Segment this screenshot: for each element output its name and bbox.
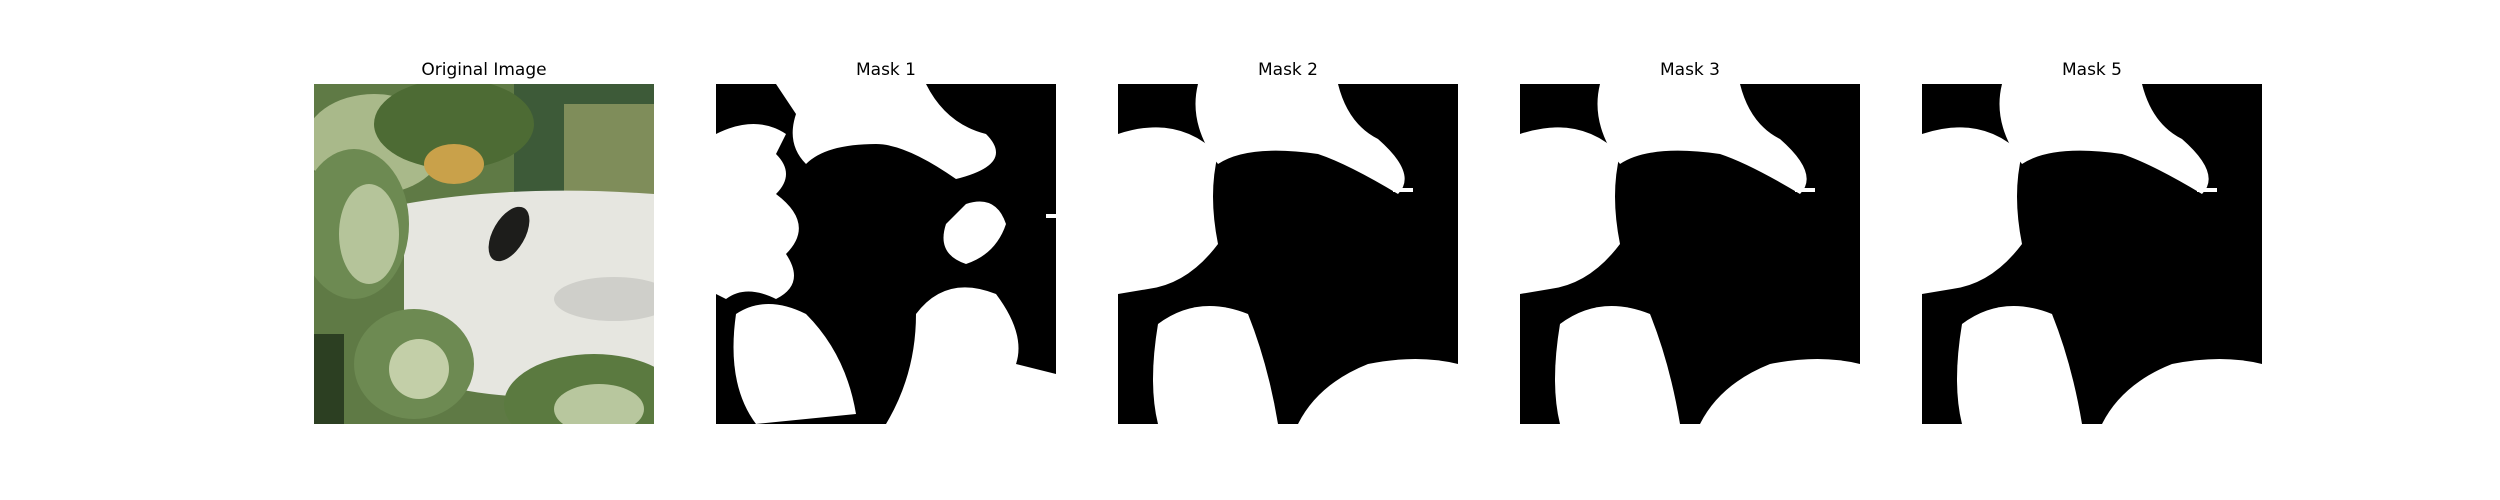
panel-mask-2: Mask 2 [1118,56,1458,424]
panel-original-image: Original Image [314,56,654,424]
panel-title: Mask 2 [1257,60,1318,80]
mask-image [1520,84,1860,424]
panel-mask-1: Mask 1 [716,56,1056,424]
mask-image [1922,84,2262,424]
panel-title: Mask 3 [1659,60,1720,80]
mask-image [1118,84,1458,424]
panel-title: Mask 1 [855,60,916,80]
panel-mask-5: Mask 5 [1922,56,2262,424]
panel-title: Mask 5 [2061,60,2122,80]
mask-image [716,84,1056,424]
panel-title: Original Image [421,60,547,80]
panel-mask-3: Mask 3 [1520,56,1860,424]
original-image [314,84,654,424]
